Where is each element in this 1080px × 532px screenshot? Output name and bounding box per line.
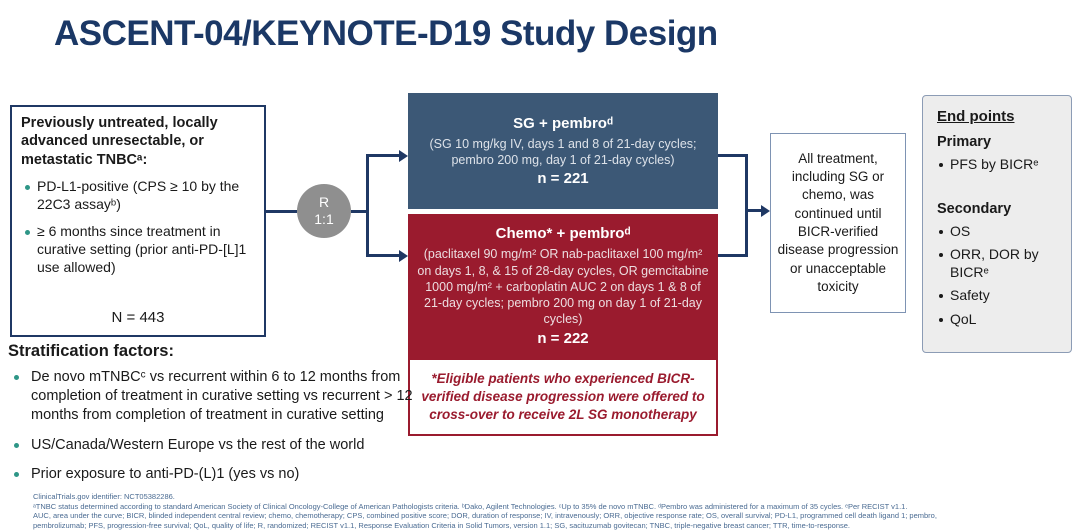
connector-line [266, 210, 297, 213]
bullet-dot-icon [939, 163, 943, 167]
arm-chemo-dosing: (paclitaxel 90 mg/m² OR nab-paclitaxel 1… [417, 247, 709, 327]
stratification-item: De novo mTNBCᶜ vs recurrent within 6 to … [10, 368, 422, 425]
arm-sg-dosing: (SG 10 mg/kg IV, days 1 and 8 of 21-day … [429, 136, 697, 167]
stratification-list: De novo mTNBCᶜ vs recurrent within 6 to … [10, 368, 422, 495]
endpoint-item: QoL [937, 311, 1063, 329]
randomization-ratio: 1:1 [314, 211, 334, 227]
endpoint-text: OS [950, 222, 971, 239]
bullet-dot-icon [14, 472, 19, 478]
crossover-note-text: *Eligible patients who experienced BICR-… [421, 371, 705, 422]
stratification-text: US/Canada/Western Europe vs the rest of … [31, 436, 365, 453]
endpoint-item: OS [937, 223, 1063, 241]
endpoint-text: Safety [950, 287, 990, 303]
connector-line [351, 210, 369, 213]
endpoint-text: PFS by BICRᵉ [950, 156, 1039, 172]
eligibility-box: Previously untreated, locally advanced u… [10, 105, 266, 337]
connector-line [718, 154, 748, 157]
endpoint-text: QoL [950, 310, 977, 327]
footnote-line: ᵃTNBC status determined according to sta… [33, 501, 908, 511]
treatment-duration-text: All treatment, including SG or chemo, wa… [777, 150, 899, 295]
arm-chemo-title: Chemo* + pembroᵈ [495, 225, 631, 243]
connector-line [745, 209, 762, 212]
bullet-dot-icon [939, 317, 943, 322]
page-title: ASCENT-04/KEYNOTE-D19 Study Design [54, 14, 718, 53]
stratification-text: De novo mTNBCᶜ vs recurrent within 6 to … [31, 369, 413, 423]
crossover-note-box: *Eligible patients who experienced BICR-… [408, 358, 718, 436]
randomization-label: R [318, 194, 330, 211]
bullet-dot-icon [939, 253, 943, 257]
arm-sg-n: n = 221 [537, 170, 589, 188]
bullet-dot-icon [939, 229, 943, 234]
stratification-text: Prior exposure to anti-PD-(L)1 (yes vs n… [31, 466, 300, 483]
bullet-dot-icon [25, 185, 30, 191]
arrowhead-icon [399, 149, 408, 162]
footnote-line: pembrolizumab; PFS, progression-free sur… [33, 520, 851, 530]
endpoint-item: ORR, DOR by BICRᵉ [937, 246, 1063, 281]
connector-line [745, 154, 748, 257]
eligibility-heading: Previously untreated, locally advanced u… [21, 115, 218, 168]
treatment-duration-box: All treatment, including SG or chemo, wa… [770, 133, 906, 313]
eligibility-bullet: PD-L1-positive (CPS ≥ 10 by the 22C3 ass… [21, 178, 255, 214]
footnote-line: AUC, area under the curve; BICR, blinded… [33, 511, 937, 521]
arm-chemo-pembro-box: Chemo* + pembroᵈ (paclitaxel 90 mg/m² OR… [408, 214, 718, 358]
randomization-circle: R 1:1 [297, 184, 351, 238]
eligibility-bullet-text: ≥ 6 months since treatment in curative s… [37, 223, 247, 275]
stratification-item: US/Canada/Western Europe vs the rest of … [10, 436, 422, 455]
connector-line [366, 254, 399, 257]
footnote-line: ClinicalTrials.gov identifier: NCT053822… [33, 492, 175, 501]
arm-chemo-n: n = 222 [537, 329, 589, 347]
bullet-dot-icon [25, 230, 30, 236]
eligibility-bullet-text: PD-L1-positive (CPS ≥ 10 by the 22C3 ass… [37, 178, 240, 213]
endpoint-text: ORR, DOR by BICRᵉ [950, 246, 1039, 280]
endpoint-item: PFS by BICRᵉ [937, 156, 1063, 174]
bullet-dot-icon [14, 375, 19, 380]
endpoints-panel: End points Primary PFS by BICRᵉ Secondar… [922, 95, 1072, 353]
endpoints-secondary-label: Secondary [937, 200, 1012, 217]
bullet-dot-icon [14, 442, 19, 448]
stratification-item: Prior exposure to anti-PD-(L)1 (yes vs n… [10, 465, 422, 484]
arrowhead-icon [399, 249, 408, 262]
stratification-heading: Stratification factors: [8, 342, 174, 360]
footnotes: ClinicalTrials.gov identifier: NCT053822… [33, 492, 1053, 530]
connector-line [718, 254, 748, 257]
connector-line [366, 155, 369, 257]
enrollment-total: N = 443 [111, 309, 165, 326]
endpoint-item: Safety [937, 287, 1063, 305]
connector-line [366, 154, 399, 157]
eligibility-bullet: ≥ 6 months since treatment in curative s… [21, 223, 255, 277]
bullet-dot-icon [939, 294, 943, 298]
arm-sg-pembro-box: SG + pembroᵈ (SG 10 mg/kg IV, days 1 and… [408, 93, 718, 209]
endpoints-primary-label: Primary [937, 134, 992, 150]
arrowhead-icon [761, 204, 770, 217]
endpoints-heading: End points [937, 108, 1015, 125]
arm-sg-title: SG + pembroᵈ [513, 114, 613, 132]
